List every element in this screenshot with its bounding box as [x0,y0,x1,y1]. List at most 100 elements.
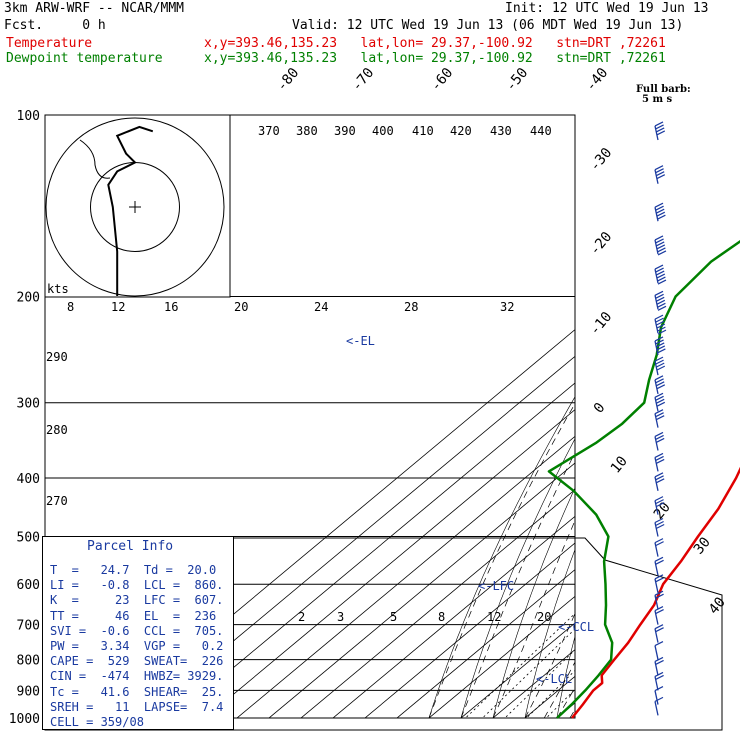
wind-barb [654,517,665,537]
wind-barb [654,590,664,610]
mixing-label: 20 [537,610,551,624]
isotherm-label: 30 [691,534,714,557]
pressure-label-800: 800 [17,654,40,669]
hodograph-speed-label: 24 [314,300,328,314]
temperature-line [571,466,740,719]
parcel-info-row: SVI = -0.6 CCL = 705. [50,623,224,638]
isotherm-label: -20 [587,229,616,259]
thetae-label: 280 [46,423,68,437]
wind-barb [654,538,664,557]
theta-label: 380 [296,124,318,138]
wind-barb [654,264,667,285]
diagram-frame [44,114,576,719]
lcl-marker: <-LCL [536,672,572,686]
wind-barb [654,392,666,412]
pressure-label-100: 100 [17,109,40,124]
parcel-info-row: LI = -0.8 LCL = 860. [50,578,224,593]
temperature-legend: Temperature [6,36,93,51]
isotherm-label: -50 [503,65,532,95]
parcel-info-row: TT = 46 EL = 236 [50,608,217,623]
wind-barb [654,472,665,491]
wind-barb [654,409,665,428]
pressure-label-400: 400 [17,472,40,487]
theta-label: 400 [372,124,394,138]
mixing-label: 5 [390,610,397,624]
wind-barb [654,235,667,256]
pressure-label-700: 700 [17,619,40,634]
hodograph-speed-label: 28 [404,300,418,314]
parcel-info-title: Parcel Info [87,539,174,554]
wind-barb [654,452,665,472]
pressure-label-1000: 1000 [9,712,40,727]
pressure-label-200: 200 [17,291,40,306]
isotherm-label: -60 [428,65,457,95]
hodograph-trace [107,125,154,296]
isotherm-label: -40 [583,65,612,95]
dewpoint-legend: Dewpoint temperature [6,51,163,66]
mixing-label: 3 [337,610,344,624]
hodograph-frame [44,114,231,298]
theta-label: 370 [258,124,280,138]
parcel-info-row: CELL = 359/08 [50,715,144,729]
wind-barb [654,671,664,691]
wind-barb [654,165,666,184]
isotherm-label: -80 [274,65,303,95]
lfc-marker: <-LFC [478,579,514,593]
hodograph-speed-label: 32 [500,300,514,314]
wind-barb [654,431,665,451]
hodograph-speed-label: 20 [234,300,248,314]
wind-barb [654,574,664,593]
ccl-marker: <-CCL [558,620,594,634]
parcel-info-row: T = 24.7 Td = 20.0 [50,563,217,577]
pressure-label-600: 600 [17,578,40,593]
wind-barb [654,375,666,394]
theta-label: 410 [412,124,434,138]
parcel-info-panel: Parcel Info T = 24.7 Td = 20.0 LI = -0.8 … [42,536,234,730]
thetae-label: 270 [46,494,68,508]
forecast-hour: Fcst. 0 h [4,18,106,33]
temperature-location: x,y=393.46,135.23 lat,lon= 29.37,-100.92… [204,36,666,51]
dewpoint-line [547,239,740,719]
isotherm-label: -30 [587,145,616,175]
wind-barb [654,496,665,515]
wind-barb [654,290,667,311]
mixing-label: 8 [438,610,445,624]
parcel-info-row: SREH = 11 LAPSE= 7.4 [50,699,224,714]
theta-label: 430 [490,124,512,138]
pressure-label-500: 500 [17,530,40,545]
wind-barb [654,121,666,141]
parcel-info-row: Tc = 41.6 SHEAR= 25. [50,684,224,699]
hodograph-speed-label: 8 [67,300,74,314]
wind-barb [654,656,664,676]
storm-motion-arc [79,139,111,179]
theta-label: 390 [334,124,356,138]
wind-barb [654,202,666,222]
theta-label: 420 [450,124,472,138]
wind-barb [654,624,664,643]
el-marker: <-EL [346,334,375,348]
hodograph-speed-label: 16 [164,300,178,314]
mixing-label: 2 [298,610,305,624]
mixing-label: 12 [487,610,501,624]
wind-barbs [654,121,667,716]
parcel-info-row: CIN = -474 HWBZ= 3929. [50,669,224,684]
wind-barb [654,686,664,705]
isotherm-label: -10 [587,309,616,339]
model-title: 3km ARW-WRF -- NCAR/MMM [4,1,185,16]
barb-legend-line2: 5 m s [642,94,673,105]
hodograph-ring [45,117,225,297]
pressure-label-300: 300 [17,397,40,412]
thetae-label: 290 [46,350,68,364]
wind-barb [654,336,666,356]
wind-barb [654,556,664,576]
parcel-info-row: PW = 3.34 VGP = 0.2 [50,639,224,653]
wind-barb [654,641,664,660]
wind-barb [654,606,664,625]
wind-barb [654,696,664,716]
wind-barb [654,314,667,335]
barb-legend-line1: Full barb: [636,84,691,95]
isotherm-label: 40 [706,594,729,617]
pressure-label-900: 900 [17,684,40,699]
isotherm-label: 10 [608,453,631,476]
